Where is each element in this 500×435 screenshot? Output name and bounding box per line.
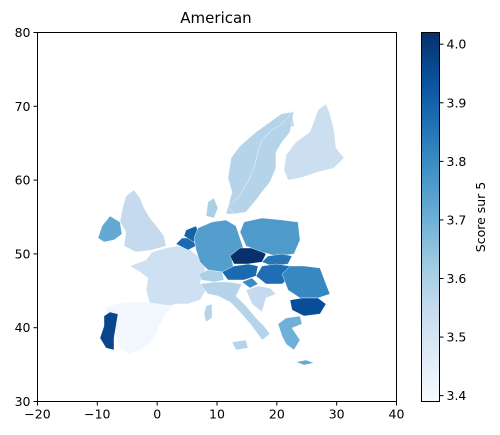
x-tick-label: 0	[153, 407, 161, 422]
x-tick-label: 40	[389, 407, 405, 422]
region-czechia	[229, 247, 267, 265]
y-tick-label: 30	[15, 394, 31, 409]
region-sicily	[231, 339, 249, 351]
map-regions	[97, 103, 345, 366]
region-sardinia	[203, 303, 213, 323]
colorbar-tick-label: 4.0	[447, 37, 467, 52]
colorbar-tick-label: 3.8	[447, 154, 467, 169]
region-portugal	[99, 311, 119, 351]
colorbar-tick-label: 3.5	[447, 330, 467, 345]
region-france	[129, 245, 207, 309]
region-greece	[277, 315, 303, 351]
x-axis: −20 −10 0 10 20 30 40	[24, 401, 405, 422]
plot-frame	[37, 32, 397, 402]
y-tick-label: 80	[15, 25, 31, 40]
region-slovenia	[241, 277, 259, 289]
colorbar-tick-label: 3.9	[447, 95, 467, 110]
region-austria	[221, 263, 259, 281]
region-sweden	[227, 109, 295, 215]
region-spain	[103, 301, 173, 355]
y-tick-label: 40	[15, 320, 31, 335]
colorbar	[421, 32, 440, 402]
region-italy	[199, 281, 271, 341]
colorbar-tick-label: 3.4	[447, 388, 467, 403]
y-tick-label: 60	[15, 173, 31, 188]
region-united-kingdom	[119, 189, 167, 253]
region-romania	[281, 265, 331, 299]
x-tick-label: 10	[209, 407, 225, 422]
region-cyprus	[295, 359, 315, 366]
region-ireland	[97, 215, 123, 243]
region-denmark	[205, 197, 219, 219]
region-poland	[239, 217, 301, 257]
x-tick-label: −20	[24, 407, 50, 422]
colorbar-tick-label: 3.6	[447, 271, 467, 286]
colorbar-tick-label: 3.7	[447, 212, 467, 227]
region-finland	[283, 103, 345, 181]
region-switzerland	[197, 269, 225, 283]
x-tick-label: 20	[269, 407, 285, 422]
region-bulgaria	[289, 297, 327, 317]
colorbar-label: Score sur 5	[473, 182, 488, 252]
y-axis: 30 40 50 60 70 80	[15, 25, 38, 409]
chart-title: American	[180, 9, 251, 27]
colorbar-ticks: 3.4 3.5 3.6 3.7 3.8 3.9 4.0	[439, 37, 467, 403]
x-tick-label: 30	[329, 407, 345, 422]
region-croatia	[245, 285, 277, 313]
y-tick-label: 70	[15, 99, 31, 114]
y-tick-label: 50	[15, 246, 31, 261]
x-tick-label: −10	[84, 407, 110, 422]
